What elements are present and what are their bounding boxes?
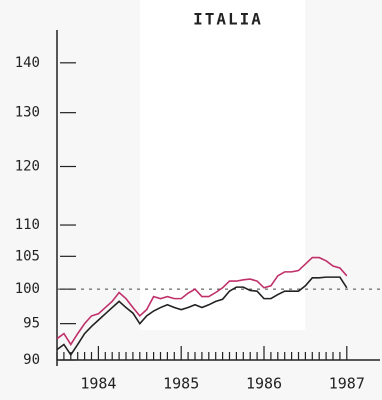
y-tick-label: 110 [15,217,40,233]
y-tick-label: 105 [15,248,40,264]
plot-paper [140,0,305,330]
series-line [56,276,348,357]
chart-title: ITALIA [193,10,263,29]
x-tick-label: 1984 [80,375,116,393]
y-tick-label: 100 [15,281,40,297]
y-tick-label: 120 [15,159,40,175]
y-tick-label: 95 [23,316,40,332]
series-line [56,256,348,346]
y-tick-label: 140 [15,55,40,71]
y-tick-label: 90 [23,352,40,368]
x-tick-label: 1985 [163,375,199,393]
x-tick-label: 1987 [329,375,365,393]
y-tick-label: 130 [15,105,40,121]
x-tick-label: 1986 [246,375,282,393]
